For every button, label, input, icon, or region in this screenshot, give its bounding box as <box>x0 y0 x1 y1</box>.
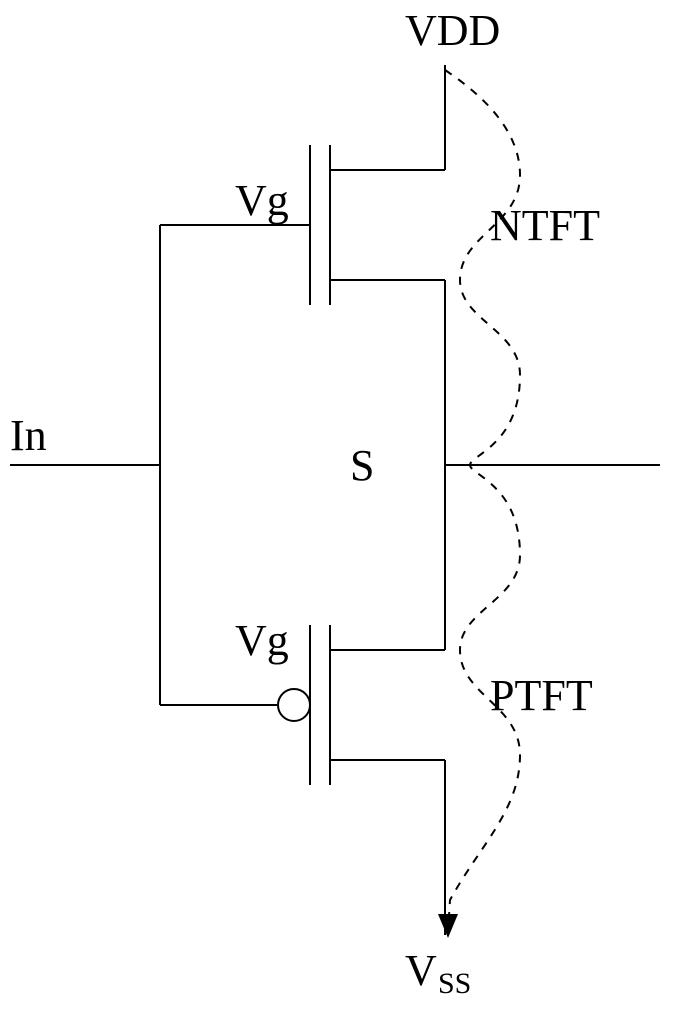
vss-ss-subscript: SS <box>438 967 471 1000</box>
labels-group: VDD NTFT PTFT In S Vg Vg V SS <box>10 6 600 1000</box>
cmos-inverter-schematic: VDD NTFT PTFT In S Vg Vg V SS <box>0 0 682 1009</box>
vss-label: V SS <box>405 946 471 1000</box>
wires-group <box>10 65 660 935</box>
vg-bottom-label: Vg <box>235 616 289 665</box>
vdd-label: VDD <box>405 6 500 55</box>
ptft-label: PTFT <box>490 671 593 720</box>
in-label: In <box>10 411 47 460</box>
ntft-transistor <box>290 145 330 305</box>
s-node-label: S <box>350 441 374 490</box>
vss-v: V <box>405 946 437 995</box>
ntft-label: NTFT <box>490 201 600 250</box>
vg-top-label: Vg <box>235 176 289 225</box>
